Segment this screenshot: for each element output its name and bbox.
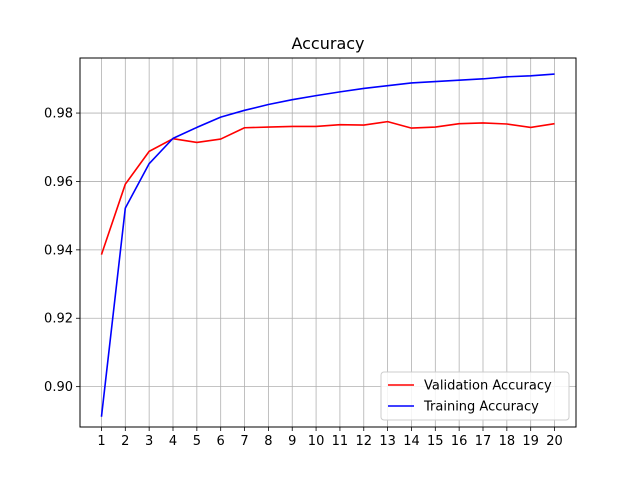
x-tick-label: 17 — [475, 434, 492, 449]
legend-label-training-accuracy: Training Accuracy — [423, 400, 539, 415]
y-tick-label: 0.96 — [44, 175, 73, 190]
plot-frame — [79, 57, 577, 428]
x-tick-label: 18 — [499, 434, 516, 449]
x-tick-label: 2 — [121, 434, 129, 449]
y-tick-label: 0.94 — [44, 243, 73, 258]
x-tick-label: 12 — [355, 434, 372, 449]
legend-box — [380, 371, 570, 421]
x-tick-label: 20 — [546, 434, 563, 449]
x-tick-label: 7 — [240, 434, 248, 449]
x-tick-label: 6 — [217, 434, 225, 449]
x-tick-label: 13 — [379, 434, 396, 449]
validation-accuracy-line — [100, 120, 555, 255]
chart-title: Accuracy — [291, 34, 364, 53]
y-tick-label: 0.98 — [44, 107, 73, 122]
x-tick-label: 10 — [308, 434, 325, 449]
x-tick-label: 5 — [193, 434, 201, 449]
x-tick-label: 9 — [288, 434, 296, 449]
axes: 1 2 3 4 5 6 7 8 9 10 11 12 13 14 15 16 17 18 19 200.900.920… — [44, 107, 563, 449]
grid — [80, 58, 576, 427]
training-accuracy-line — [100, 73, 555, 417]
x-tick-label: 4 — [169, 434, 177, 449]
x-tick-label: 19 — [522, 434, 539, 449]
legend: Validation Accuracy Training Accuracy — [380, 371, 570, 421]
x-tick-label: 3 — [145, 434, 153, 449]
series-lines — [100, 73, 555, 417]
x-tick-label: 11 — [332, 434, 349, 449]
y-tick-label: 0.90 — [44, 380, 73, 395]
x-tick-label: 8 — [264, 434, 272, 449]
x-tick-label: 1 — [97, 434, 105, 449]
x-tick-label: 15 — [427, 434, 444, 449]
y-tick-label: 0.92 — [44, 312, 73, 327]
legend-label-validation-accuracy: Validation Accuracy — [424, 379, 552, 394]
x-tick-label: 14 — [403, 434, 420, 449]
x-tick-label: 16 — [451, 434, 468, 449]
